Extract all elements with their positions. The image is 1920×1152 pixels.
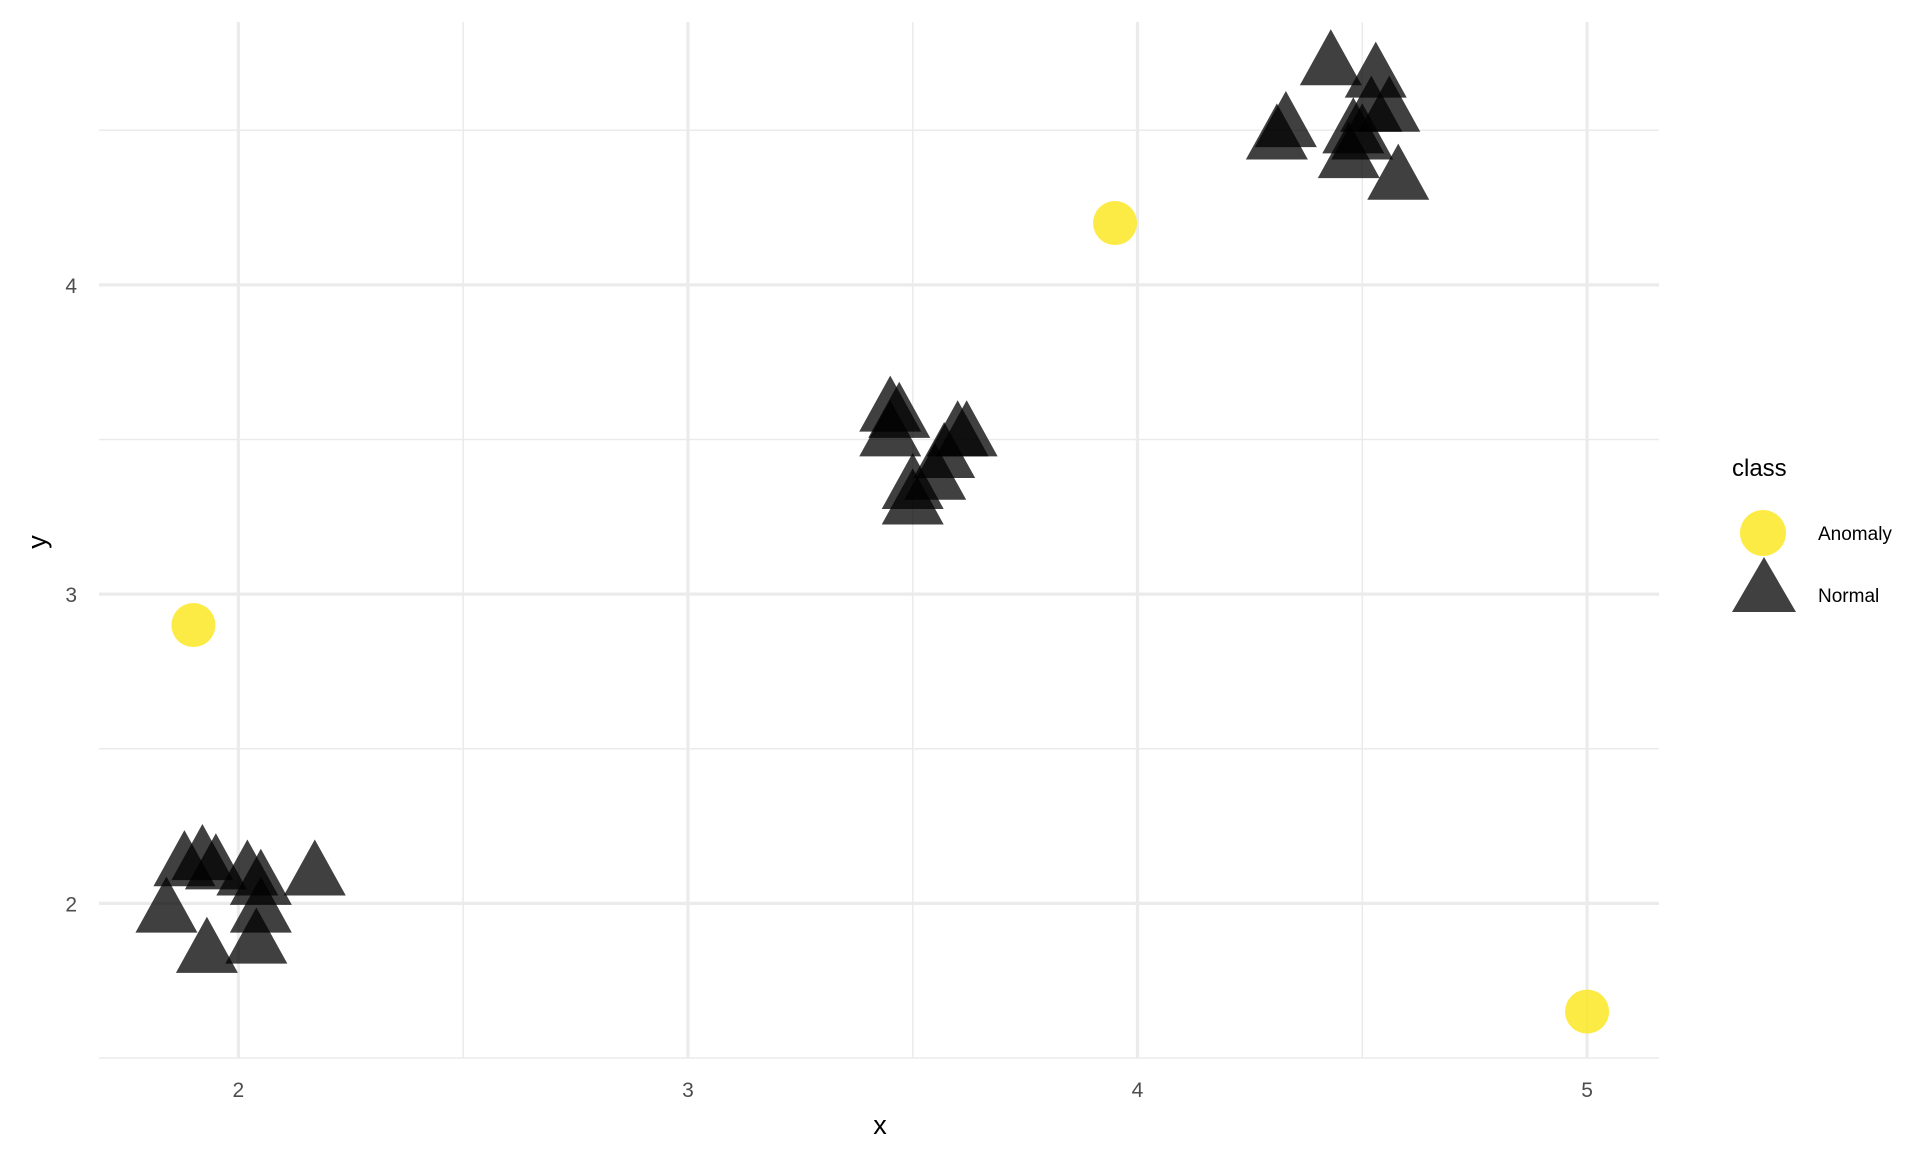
normal-point	[1344, 41, 1407, 98]
legend-normal-key	[1732, 557, 1796, 612]
anomaly-point	[1565, 989, 1610, 1034]
x-tick-label: 4	[1132, 1079, 1144, 1102]
normal-point	[935, 400, 998, 457]
normal-point	[1299, 29, 1362, 86]
y-axis-ticks: 2 3 4	[65, 275, 77, 917]
major-gridlines	[99, 22, 1659, 1058]
normal-point	[868, 381, 931, 438]
anomaly-point	[171, 603, 216, 648]
x-tick-label: 2	[233, 1079, 245, 1102]
x-axis-ticks: 2 3 4 5	[233, 1079, 1593, 1102]
normal-point	[135, 876, 198, 933]
legend-anomaly-key	[1740, 510, 1786, 556]
normal-point	[229, 876, 292, 933]
y-axis-title: y	[22, 535, 52, 549]
legend: class Anomaly Normal	[1732, 455, 1892, 612]
data-points	[135, 29, 1610, 1034]
normal-point	[225, 907, 288, 964]
y-tick-label: 3	[65, 584, 77, 607]
normal-point	[283, 839, 346, 896]
y-tick-label: 4	[65, 275, 77, 298]
legend-anomaly-label: Anomaly	[1818, 524, 1892, 545]
anomaly-point	[1093, 201, 1138, 246]
x-axis-title: x	[873, 1110, 887, 1140]
normal-point	[1358, 75, 1421, 132]
normal-point	[175, 916, 238, 973]
x-tick-label: 5	[1581, 1079, 1593, 1102]
normal-point	[1254, 91, 1317, 148]
normal-point	[1367, 143, 1430, 200]
legend-normal-label: Normal	[1818, 586, 1879, 607]
y-tick-label: 2	[65, 893, 77, 916]
x-tick-label: 3	[682, 1079, 694, 1102]
legend-title: class	[1732, 455, 1787, 482]
